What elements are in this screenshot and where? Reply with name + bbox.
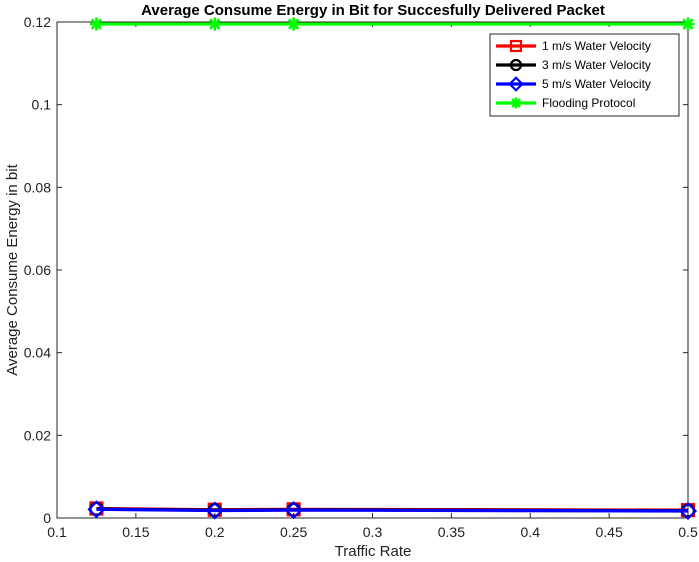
legend-label: Flooding Protocol [542,96,635,110]
data-point-diamond [284,501,303,520]
series-line [96,507,689,513]
data-point-asterisk [208,17,222,31]
legend-label: 5 m/s Water Velocity [542,77,651,91]
y-tick-label: 0.02 [24,427,51,443]
y-tick-label: 0 [43,510,51,526]
x-axis: 0.1 0.15 0.2 0.25 0.3 0.35 0.4 0.45 0.5 [47,22,698,540]
legend-label: 1 m/s Water Velocity [542,39,651,53]
data-point-asterisk [287,17,301,31]
legend-entry-3: 5 m/s Water Velocity [496,76,651,92]
series-layer [87,17,698,521]
x-tick-label: 0.25 [280,524,307,540]
x-tick-label: 0.5 [678,524,698,540]
data-point-asterisk [89,17,104,31]
x-tick-label: 0.4 [521,524,541,540]
data-point-diamond [678,501,698,521]
y-tick-label: 0.12 [24,14,51,30]
data-point-diamond [205,501,224,520]
data-point-asterisk [510,97,522,109]
data-point-circle [509,58,523,72]
x-tick-label: 0.2 [205,524,225,540]
legend-label: 3 m/s Water Velocity [542,58,651,72]
asterisk-stroke [682,18,694,30]
x-tick-label: 0.1 [47,524,67,540]
legend: 1 m/s Water Velocity 3 m/s Water Velocity… [489,33,680,117]
y-axis-label: Average Consume Energy in bit [4,163,21,375]
x-axis-label: Traffic Rate [335,543,412,560]
x-tick-label: 0.45 [596,524,623,540]
legend-entry-1: 1 m/s Water Velocity [496,39,651,53]
x-tick-label: 0.15 [122,524,149,540]
legend-entry-2: 3 m/s Water Velocity [496,58,651,72]
y-axis: 0 0.02 0.04 0.06 0.08 0.1 0.12 [24,14,688,526]
chart-title: Average Consume Energy in Bit for Succes… [141,2,605,19]
data-point-diamond [87,500,106,519]
data-point-diamond [508,76,524,92]
x-tick-label: 0.35 [438,524,465,540]
y-tick-label: 0.06 [24,262,51,278]
data-point-square [509,39,523,53]
asterisk-stroke [90,18,103,30]
legend-entry-4: Flooding Protocol [496,96,635,110]
y-tick-label: 0.04 [24,345,51,361]
series-3 [87,500,698,521]
asterisk-stroke [287,18,300,30]
data-point-asterisk [681,17,695,31]
series-4 [89,17,695,31]
y-tick-label: 0.08 [24,179,51,195]
x-tick-label: 0.3 [363,524,383,540]
y-tick-label: 0.1 [32,97,52,113]
asterisk-stroke [209,18,221,30]
asterisk-stroke [511,98,521,108]
